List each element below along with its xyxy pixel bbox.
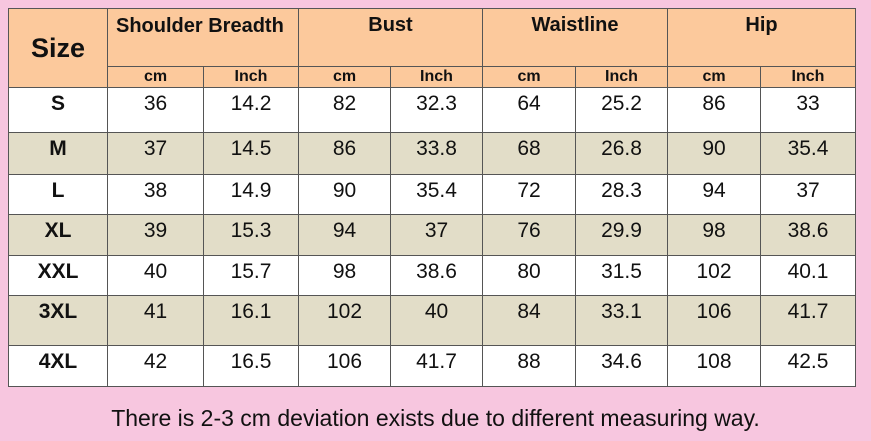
value-cell: 80 (483, 256, 576, 296)
value-cell: 108 (668, 346, 761, 387)
value-cell: 33 (761, 88, 856, 133)
unit-header: cm (483, 67, 576, 88)
unit-header: cm (299, 67, 391, 88)
size-label: XXL (9, 256, 108, 296)
value-cell: 98 (668, 215, 761, 256)
value-cell: 90 (668, 133, 761, 175)
unit-header: Inch (761, 67, 856, 88)
value-cell: 34.6 (576, 346, 668, 387)
value-cell: 16.5 (204, 346, 299, 387)
value-cell: 86 (299, 133, 391, 175)
value-cell: 16.1 (204, 296, 299, 346)
value-cell: 88 (483, 346, 576, 387)
value-cell: 41.7 (391, 346, 483, 387)
value-cell: 25.2 (576, 88, 668, 133)
group-header: Hip (668, 9, 856, 67)
size-label: M (9, 133, 108, 175)
group-header: Bust (299, 9, 483, 67)
value-cell: 33.1 (576, 296, 668, 346)
size-label: XL (9, 215, 108, 256)
value-cell: 37 (391, 215, 483, 256)
value-cell: 40 (108, 256, 204, 296)
value-cell: 102 (299, 296, 391, 346)
note: There is 2-3 cm deviation exists due to … (111, 405, 760, 431)
value-cell: 102 (668, 256, 761, 296)
size-label: 4XL (9, 346, 108, 387)
value-cell: 14.2 (204, 88, 299, 133)
value-cell: 90 (299, 175, 391, 215)
unit-header: Inch (391, 67, 483, 88)
value-cell: 15.3 (204, 215, 299, 256)
group-header: Waistline (483, 9, 668, 67)
value-cell: 28.3 (576, 175, 668, 215)
value-cell: 14.5 (204, 133, 299, 175)
value-cell: 38.6 (761, 215, 856, 256)
value-cell: 41.7 (761, 296, 856, 346)
value-cell: 68 (483, 133, 576, 175)
unit-header: Inch (204, 67, 299, 88)
value-cell: 35.4 (391, 175, 483, 215)
value-cell: 106 (668, 296, 761, 346)
value-cell: 35.4 (761, 133, 856, 175)
value-cell: 94 (668, 175, 761, 215)
value-cell: 40 (391, 296, 483, 346)
unit-header: Inch (576, 67, 668, 88)
size-table: Size Shoulder Breadth Bust Waistline Hip cm In… (8, 8, 856, 387)
value-cell: 106 (299, 346, 391, 387)
value-cell: 42 (108, 346, 204, 387)
value-cell: 38 (108, 175, 204, 215)
group-header: Shoulder Breadth (108, 9, 299, 67)
value-cell: 86 (668, 88, 761, 133)
value-cell: 14.9 (204, 175, 299, 215)
value-cell: 29.9 (576, 215, 668, 256)
size-label: S (9, 88, 108, 133)
unit-header: cm (668, 67, 761, 88)
value-cell: 94 (299, 215, 391, 256)
size-label: 3XL (9, 296, 108, 346)
value-cell: 39 (108, 215, 204, 256)
value-cell: 72 (483, 175, 576, 215)
unit-header: cm (108, 67, 204, 88)
value-cell: 38.6 (391, 256, 483, 296)
value-cell: 40.1 (761, 256, 856, 296)
value-cell: 37 (108, 133, 204, 175)
value-cell: 37 (761, 175, 856, 215)
value-cell: 41 (108, 296, 204, 346)
value-cell: 84 (483, 296, 576, 346)
value-cell: 15.7 (204, 256, 299, 296)
size-header: Size (9, 9, 108, 88)
value-cell: 64 (483, 88, 576, 133)
value-cell: 31.5 (576, 256, 668, 296)
value-cell: 33.8 (391, 133, 483, 175)
size-label: L (9, 175, 108, 215)
value-cell: 82 (299, 88, 391, 133)
value-cell: 42.5 (761, 346, 856, 387)
value-cell: 26.8 (576, 133, 668, 175)
value-cell: 36 (108, 88, 204, 133)
value-cell: 32.3 (391, 88, 483, 133)
value-cell: 98 (299, 256, 391, 296)
value-cell: 76 (483, 215, 576, 256)
